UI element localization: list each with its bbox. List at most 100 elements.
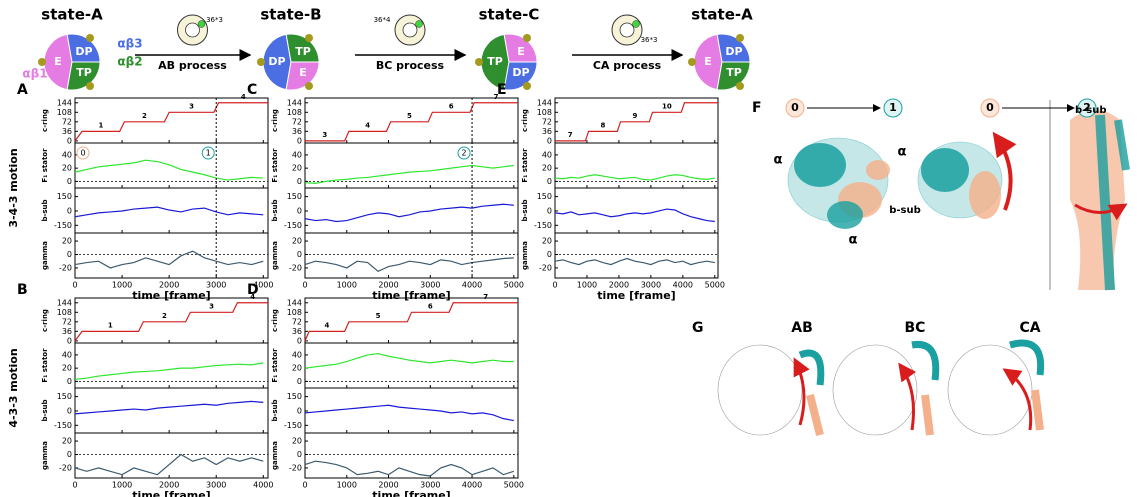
subplot-frame <box>554 232 719 279</box>
subplot-frame <box>304 187 519 234</box>
y-tick-label: 0 <box>547 250 552 259</box>
x-tick-label: 4000 <box>253 281 273 290</box>
knob <box>305 82 313 90</box>
state-circle <box>785 98 805 118</box>
y-axis-label: F₁ stator <box>41 148 49 183</box>
knob <box>688 58 696 66</box>
subplot-frame <box>74 297 269 344</box>
y-axis-label: gamma <box>41 441 49 470</box>
step-label: 2 <box>142 112 147 120</box>
x-tick-label: 1000 <box>337 281 357 290</box>
trace <box>304 352 514 369</box>
y-tick-label: 0 <box>67 336 72 345</box>
x-tick-label: 3000 <box>641 281 661 290</box>
trace <box>74 159 264 181</box>
y-tick-label: 20 <box>292 237 302 246</box>
step-label: 3 <box>189 102 194 110</box>
y-tick-label: -20 <box>539 263 552 272</box>
x-tick-label: 4000 <box>462 481 482 490</box>
y-axis-label: b-sub <box>521 199 529 221</box>
step-label: 1 <box>98 121 103 129</box>
x-tick-label: 5000 <box>705 281 725 290</box>
x-tick-label: 1000 <box>577 281 597 290</box>
y-tick-label: 72 <box>542 117 552 126</box>
y-tick-label: 36 <box>542 127 552 136</box>
step-label: 5 <box>376 312 381 320</box>
process-label: CA process <box>593 59 662 72</box>
y-tick-label: 72 <box>292 117 302 126</box>
x-tick-label: 3000 <box>206 281 226 290</box>
x-tick-label: 3000 <box>206 481 226 490</box>
y-tick-label: 0 <box>297 250 302 259</box>
knob <box>523 82 531 90</box>
y-axis-label: c-ring <box>521 109 529 132</box>
ring-core <box>402 22 418 38</box>
y-tick-label: -20 <box>59 463 72 472</box>
y-tick-label: 150 <box>57 192 72 201</box>
x-tick-label: 0 <box>72 281 77 290</box>
x-tick-label: 2000 <box>159 481 179 490</box>
y-tick-label: 0 <box>67 450 72 459</box>
trace <box>74 250 264 269</box>
x-tick-label: 2000 <box>159 281 179 290</box>
subplot-frame <box>304 432 519 479</box>
segment-label: TP <box>487 55 503 68</box>
x-tick-label: 4000 <box>462 281 482 290</box>
step-label: 4 <box>324 321 329 329</box>
step-label: 6 <box>428 302 433 310</box>
trace <box>304 302 518 342</box>
y-axis-label: c-ring <box>271 309 279 332</box>
y-tick-label: 0 <box>297 177 302 186</box>
y-tick-label: 40 <box>292 150 302 159</box>
x-axis-label: time [frame] <box>372 489 450 497</box>
ring-mark <box>632 20 640 28</box>
transition-from: 0 <box>986 101 994 114</box>
structure-g <box>717 339 1045 436</box>
x-axis-label: time [frame] <box>597 289 675 302</box>
subunit-label: αβ3 <box>117 37 142 51</box>
step-label: 3 <box>322 131 327 139</box>
row-label: 3-4-3 motion <box>7 148 20 227</box>
y-tick-label: 144 <box>57 98 72 107</box>
x-tick-label: 5000 <box>504 481 524 490</box>
transition-from: 0 <box>791 101 799 114</box>
subplot-frame <box>74 97 269 144</box>
y-tick-label: 40 <box>292 350 302 359</box>
structure-f-left <box>787 137 890 229</box>
y-tick-label: 0 <box>67 177 72 186</box>
y-tick-label: 20 <box>62 437 72 446</box>
y-tick-label: 20 <box>62 364 72 373</box>
x-axis-label: time [frame] <box>132 289 210 302</box>
trace <box>304 404 514 422</box>
y-axis-label: gamma <box>41 241 49 270</box>
step-label: 7 <box>483 293 488 301</box>
y-axis-label: F₁ stator <box>41 348 49 383</box>
knob <box>305 34 313 42</box>
y-tick-label: 0 <box>297 406 302 415</box>
x-tick-label: 0 <box>552 281 557 290</box>
y-tick-label: -150 <box>284 221 302 230</box>
panel-label: D <box>247 282 259 298</box>
ring-core <box>619 22 635 38</box>
y-tick-label: 108 <box>287 308 302 317</box>
panel-label: B <box>17 282 28 298</box>
y-tick-label: 108 <box>57 308 72 317</box>
y-tick-label: 108 <box>57 108 72 117</box>
y-axis-label: c-ring <box>41 309 49 332</box>
subplot-frame <box>74 432 269 479</box>
bsub-label: b-sub <box>889 205 921 216</box>
knob <box>38 58 46 66</box>
panel-label: E <box>497 82 507 98</box>
step-label: 7 <box>568 131 573 139</box>
transition-to: 2 <box>1083 101 1091 114</box>
y-tick-label: 0 <box>547 206 552 215</box>
state-circle <box>980 98 1000 118</box>
y-tick-label: 40 <box>542 150 552 159</box>
subplot-frame <box>304 97 519 144</box>
y-tick-label: 0 <box>67 136 72 145</box>
y-tick-label: 20 <box>62 237 72 246</box>
y-tick-label: -150 <box>54 221 72 230</box>
y-tick-label: 150 <box>57 392 72 401</box>
knob <box>523 34 531 42</box>
x-tick-label: 3000 <box>420 281 440 290</box>
